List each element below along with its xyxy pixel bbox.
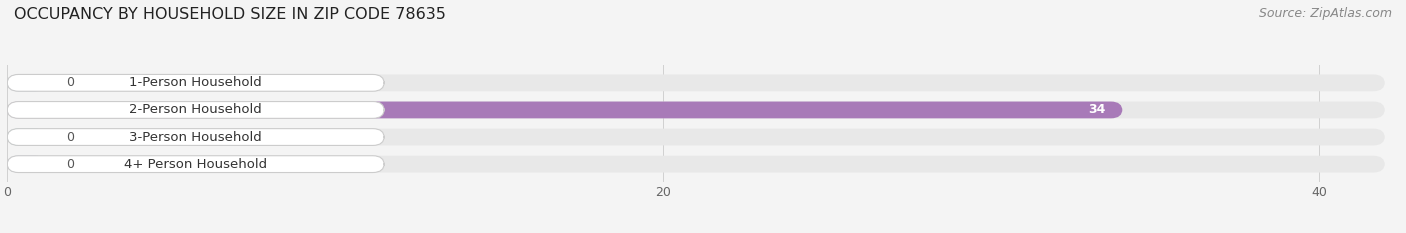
FancyBboxPatch shape [7,156,46,172]
Text: OCCUPANCY BY HOUSEHOLD SIZE IN ZIP CODE 78635: OCCUPANCY BY HOUSEHOLD SIZE IN ZIP CODE … [14,7,446,22]
Text: 0: 0 [66,158,75,171]
FancyBboxPatch shape [7,129,384,145]
Text: 3-Person Household: 3-Person Household [129,130,262,144]
FancyBboxPatch shape [7,156,1385,172]
Text: 34: 34 [1088,103,1107,116]
FancyBboxPatch shape [7,75,384,91]
Text: 1-Person Household: 1-Person Household [129,76,262,89]
FancyBboxPatch shape [7,129,1385,145]
FancyBboxPatch shape [7,129,46,145]
Text: 4+ Person Household: 4+ Person Household [124,158,267,171]
Text: 0: 0 [66,76,75,89]
FancyBboxPatch shape [7,75,46,91]
Text: 2-Person Household: 2-Person Household [129,103,262,116]
FancyBboxPatch shape [7,75,1385,91]
Text: Source: ZipAtlas.com: Source: ZipAtlas.com [1258,7,1392,20]
FancyBboxPatch shape [7,102,1385,118]
FancyBboxPatch shape [7,102,1122,118]
FancyBboxPatch shape [7,156,384,172]
Text: 0: 0 [66,130,75,144]
FancyBboxPatch shape [7,102,384,118]
